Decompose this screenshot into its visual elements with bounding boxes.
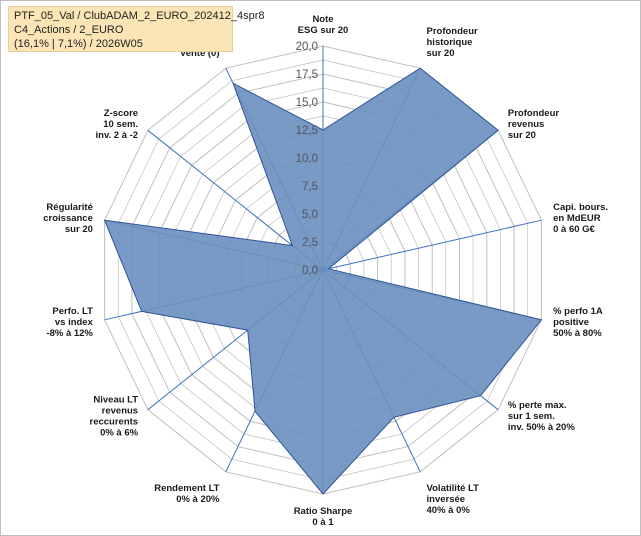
- axis-label: Z-score 10 sem. inv. 2 à -2: [96, 108, 139, 141]
- axis-label: Profondeur revenus sur 20: [508, 108, 559, 141]
- axis-label: Capi. bours. en MdEUR 0 à 60 G€: [553, 202, 608, 235]
- axis-label: % perfo 1A positive 50% à 80%: [553, 306, 603, 339]
- portfolio-stats: (16,1% | 7,1%) / 2026W05: [14, 38, 143, 50]
- tick-label: 2,5: [302, 237, 318, 249]
- tick-label: 0,0: [302, 265, 318, 277]
- axis-labels: Note ESG sur 20 Profondeur historique sur 20…: [43, 14, 608, 528]
- axis-spoke: [322, 219, 542, 271]
- axis-label: Note ESG sur 20: [298, 14, 349, 36]
- portfolio-title: PTF_05_Val / ClubADAM_2_EURO_202412_4spr…: [14, 10, 265, 22]
- radial-tick-labels: 0,0 2,5 5,0 7,5 10,0 12,5 15,0 17,5 20,0: [296, 41, 318, 277]
- portfolio-category: C4_Actions / 2_EURO: [14, 24, 124, 36]
- tick-label: 5,0: [302, 209, 318, 221]
- axis-label: Volatilité LT inversée 40% à 0%: [427, 483, 480, 516]
- tick-label: 10,0: [296, 153, 318, 165]
- portfolio-info-box: PTF_05_Val / ClubADAM_2_EURO_202412_4spr…: [8, 6, 265, 52]
- axis-label: Régularité croissance sur 20: [43, 202, 93, 235]
- tick-label: 20,0: [296, 41, 318, 53]
- axis-label: Perfo. LT vs index -8% à 12%: [46, 306, 93, 339]
- axis-label: Profondeur historique sur 20: [427, 26, 478, 59]
- tick-label: 17,5: [296, 69, 318, 81]
- axis-label: Niveau LT revenus reccurents 0% à 6%: [90, 394, 139, 438]
- series-area: [103, 67, 543, 495]
- tick-label: 7,5: [302, 181, 318, 193]
- axis-label: Ratio Sharpe 0 à 1: [294, 506, 353, 528]
- tick-label: 12,5: [296, 125, 318, 137]
- axis-label: Rendement LT 0% à 20%: [154, 483, 220, 505]
- tick-label: 15,0: [296, 97, 318, 109]
- axis-label: % perte max. sur 1 sem. inv. 50% à 20%: [508, 400, 575, 433]
